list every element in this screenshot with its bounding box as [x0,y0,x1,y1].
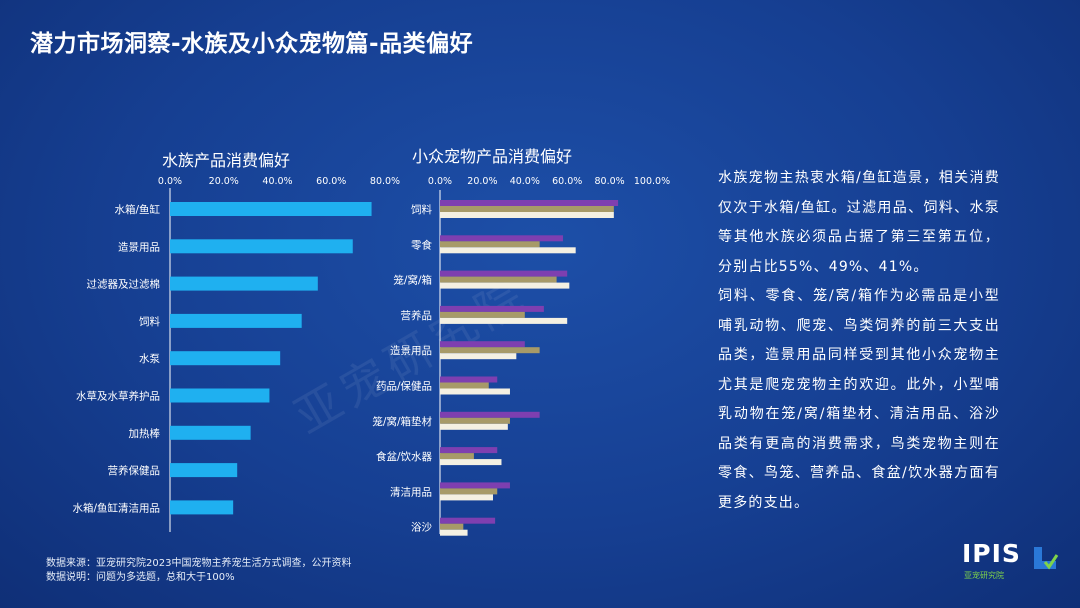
bar-series-1 [440,235,563,242]
small-pet-chart: 0.0% 20.0% 40.0% 60.0% 80.0% 100.0% 饲料零食笼/窝/箱营… [372,176,670,536]
category-label: 饲料 [411,203,432,216]
bar-series-2 [440,206,614,212]
x-tick-label: 20.0% [209,176,239,187]
logo-text: IPIS [962,539,1021,568]
category-label: 饲料 [139,315,160,328]
bar-series-3 [440,459,502,466]
description-paragraph-1: 水族宠物主热衷水箱/鱼缸造景，相关消费仅次于水箱/鱼缸。过滤用品、饲料、水泵等其… [718,170,1000,275]
category-label: 清洁用品 [390,485,432,498]
category-label: 零食 [411,238,432,251]
x-tick-label: 20.0% [467,176,497,187]
category-label: 水箱/鱼缸 [114,203,160,216]
x-tick-label: 0.0% [158,176,182,187]
bar [170,313,302,328]
bar-series-3 [440,388,510,395]
bar-series-3 [440,317,568,324]
bar-series-3 [440,353,517,360]
category-label: 水箱/鱼缸清洁用品 [72,501,160,514]
category-label: 笼/窝/箱 [393,274,432,287]
category-label: 水草及水草养护品 [76,390,160,403]
category-label: 营养品 [401,309,433,322]
footer: 数据来源：亚宠研究院2023中国宠物主养宠生活方式调查，公开资料 数据说明：问题… [46,557,351,585]
bar-series-3 [440,423,508,430]
bar-series-2 [440,523,464,530]
bar-series-2 [440,311,525,318]
category-label: 加热棒 [129,427,161,440]
category-label: 水泵 [139,353,160,365]
description-paragraph-2: 饲料、零食、笼/窝/箱作为必需品是小型哺乳动物、爬宠、鸟类饲养的前三大支出品类，… [718,288,1000,511]
category-label: 浴沙 [411,522,432,534]
bar-series-2 [440,488,498,495]
bar [170,500,234,515]
logo-subtitle: 亚宠研究院 [964,571,1004,580]
bar [170,351,281,366]
page-title: 潜力市场洞察-水族及小众宠物篇-品类偏好 [30,31,474,57]
x-tick-label: 80.0% [370,176,400,187]
bar-series-3 [440,529,468,536]
x-tick-label: 40.0% [510,176,540,187]
bar-series-1 [440,517,496,524]
bar-series-1 [440,376,498,383]
description: 水族宠物主热衷水箱/鱼缸造景，相关消费仅次于水箱/鱼缸。过滤用品、饲料、水泵等其… [718,164,1000,518]
category-label: 笼/窝/箱垫材 [372,415,432,428]
aquatic-chart-title: 水族产品消费偏好 [162,151,291,170]
aquatic-chart: 0.0% 20.0% 40.0% 60.0% 80.0% 水箱/鱼缸造景用品过滤器及过滤棉… [72,176,400,532]
bar-series-2 [440,347,540,354]
category-label: 造景用品 [390,344,432,357]
bar-series-2 [440,453,474,460]
bar [170,202,372,216]
bar-series-2 [440,276,557,283]
category-label: 过滤器及过滤棉 [87,278,161,291]
bar-series-2 [440,382,489,389]
bar [170,276,318,291]
bar-series-2 [440,241,540,248]
category-label: 造景用品 [118,240,160,253]
bar [170,425,251,440]
data-note: 数据说明：问题为多选题，总和大于100% [46,572,235,583]
x-tick-label: 0.0% [428,176,452,187]
ipis-logo: IPIS 亚宠研究院 [962,539,1062,595]
bar-series-1 [440,270,568,277]
category-label: 营养保健品 [108,464,161,477]
bar-series-1 [440,411,540,418]
x-tick-label: 60.0% [316,176,346,187]
category-label: 药品/保健品 [376,380,432,393]
data-source: 数据来源：亚宠研究院2023中国宠物主养宠生活方式调查，公开资料 [46,558,352,569]
bar-series-3 [440,282,570,289]
x-tick-label: 80.0% [595,176,625,187]
bar-series-1 [440,482,510,489]
bar [170,388,270,403]
x-tick-label: 40.0% [262,176,292,187]
category-label: 食盆/饮水器 [376,450,433,463]
bar-series-1 [440,305,544,312]
bar-series-1 [440,447,498,454]
x-tick-label: 60.0% [552,176,582,187]
bar-series-3 [440,212,614,218]
x-tick-label: 100.0% [634,176,670,187]
bar [170,239,353,254]
bar-series-1 [440,341,525,348]
bar-series-1 [440,200,619,206]
bar [170,463,238,478]
bar-series-2 [440,417,510,424]
bar-series-3 [440,494,493,501]
logo-mark-icon [1034,547,1059,570]
small-pet-chart-title: 小众宠物产品消费偏好 [412,147,573,166]
bar-series-3 [440,247,576,254]
